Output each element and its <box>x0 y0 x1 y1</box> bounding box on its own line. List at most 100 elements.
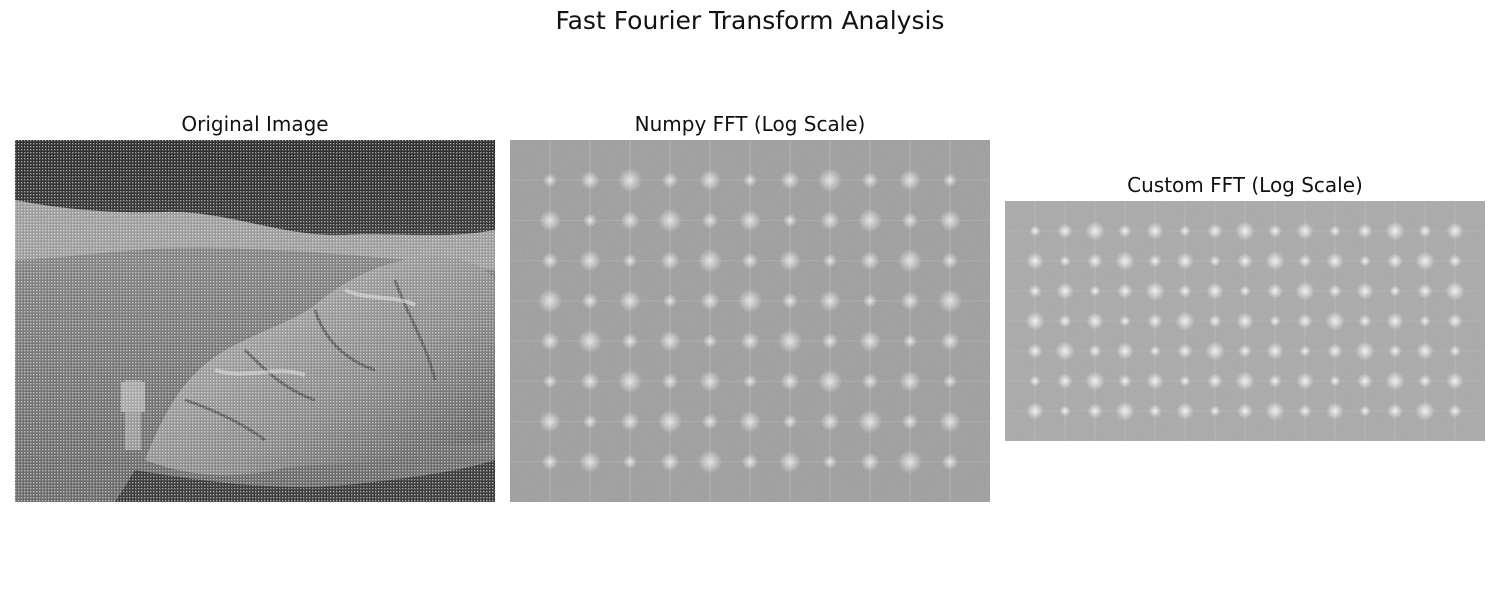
spectrum-peak <box>540 331 560 351</box>
spectrum-peak <box>661 171 679 189</box>
spectrum-peak <box>1417 283 1433 299</box>
spectrum-peak <box>1085 371 1105 391</box>
spectrum-peak <box>1269 315 1281 327</box>
spectrum-peak <box>1237 403 1253 419</box>
spectrum-peak <box>1207 223 1223 239</box>
spectrum-peak <box>698 248 722 273</box>
spectrum-peak <box>739 410 761 433</box>
spectrum-peak <box>940 331 960 351</box>
spectrum-peak <box>1298 254 1312 268</box>
spectrum-peak <box>618 168 642 193</box>
spectrum-peak <box>738 288 762 313</box>
spectrum-peak <box>583 213 597 228</box>
spectrum-peak <box>783 414 797 429</box>
spectrum-peak <box>943 374 957 389</box>
spectrum-peak <box>1148 254 1162 268</box>
spectrum-peak <box>660 251 680 271</box>
spectrum-peak <box>858 208 882 233</box>
spectrum-peak <box>1416 342 1434 360</box>
spectrum-peak <box>1329 225 1341 237</box>
spectrum-peak <box>580 170 600 190</box>
spectrum-peak <box>1148 404 1162 418</box>
spectrum-peak <box>701 212 719 229</box>
spectrum-peak <box>1179 375 1191 387</box>
spectrum-peak <box>1116 342 1134 360</box>
spectrum-peak <box>779 249 801 272</box>
spectrum-peak <box>1446 372 1464 390</box>
spectrum-peak <box>1235 371 1255 391</box>
spectrum-peak <box>1146 222 1164 240</box>
spectrum-peak <box>663 293 677 308</box>
spectrum-peak <box>1209 255 1221 267</box>
spectrum-peak <box>1448 254 1462 268</box>
spectrum-peak <box>1176 252 1194 270</box>
spectrum-peak <box>1178 284 1192 298</box>
spectrum-peak <box>1208 314 1222 328</box>
spectrum-peak <box>1207 373 1223 389</box>
spectrum-peak <box>1357 223 1373 239</box>
spectrum-peak <box>1146 372 1164 390</box>
spectrum-peak <box>620 210 640 230</box>
spectrum-peak <box>1386 312 1404 330</box>
panel-title-original: Original Image <box>181 112 329 136</box>
spectrum-peak <box>1149 345 1161 357</box>
spectrum-peak <box>1329 375 1341 387</box>
spectrum-peak <box>1359 405 1371 417</box>
spectrum-peak <box>1266 342 1284 360</box>
spectrum-peak <box>1027 343 1043 359</box>
spectrum-peak <box>1389 285 1401 297</box>
spectrum-peak <box>539 410 561 433</box>
spectrum-peak <box>938 288 962 313</box>
spectrum-peak <box>778 329 802 354</box>
spectrum-peak <box>1355 341 1375 361</box>
spectrum-peak <box>658 208 682 233</box>
spectrum-peak <box>1179 225 1191 237</box>
spectrum-peak <box>623 253 637 268</box>
spectrum-peak <box>1447 313 1463 329</box>
spectrum-peak <box>943 173 957 188</box>
spectrum-peak <box>1029 225 1041 237</box>
spectrum-peak <box>1119 315 1131 327</box>
spectrum-peak <box>1236 312 1254 330</box>
spectrum-peak <box>1359 255 1371 267</box>
spectrum-peak <box>1056 282 1074 300</box>
spectrum-peak <box>618 369 642 394</box>
spectrum-peak <box>901 212 919 229</box>
spectrum-peak <box>1205 341 1225 361</box>
spectrum-peak <box>1238 344 1252 358</box>
spectrum-peak <box>823 253 837 268</box>
spectrum-peak <box>858 409 882 434</box>
spectrum-peak <box>1356 282 1374 300</box>
spectrum-peak <box>659 330 681 352</box>
spectrum-peak <box>1147 313 1163 329</box>
custom-fft-spectrum <box>1005 201 1485 441</box>
spectrum-peak <box>1328 284 1342 298</box>
spectrum-peak <box>1326 402 1344 420</box>
spectrum-peak <box>898 449 922 474</box>
spectrum-peak <box>1387 253 1403 269</box>
spectrum-peak <box>539 209 561 232</box>
spectrum-peak <box>860 251 880 271</box>
numpy-fft-spectrum <box>510 140 990 502</box>
spectrum-peak <box>861 171 879 189</box>
spectrum-peak <box>939 410 961 433</box>
spectrum-peak <box>820 210 840 230</box>
spectrum-peak <box>861 373 879 390</box>
spectrum-peak <box>701 413 719 430</box>
spectrum-peak <box>661 373 679 390</box>
spectrum-peak <box>699 169 721 191</box>
spectrum-peak <box>1265 401 1285 421</box>
spectrum-peak <box>1296 372 1314 390</box>
spectrum-peak <box>1357 373 1373 389</box>
spectrum-peak <box>1296 222 1314 240</box>
spectrum-peak <box>1446 222 1464 240</box>
spectrum-peak <box>1235 221 1255 241</box>
spectrum-peak <box>1028 284 1042 298</box>
spectrum-peak <box>579 249 601 272</box>
spectrum-peak <box>900 291 920 311</box>
spectrum-peak <box>743 374 757 389</box>
spectrum-peak <box>818 168 842 193</box>
spectrum-peak <box>1449 345 1461 357</box>
spectrum-peak <box>620 412 640 432</box>
spectrum-peak <box>1297 313 1313 329</box>
